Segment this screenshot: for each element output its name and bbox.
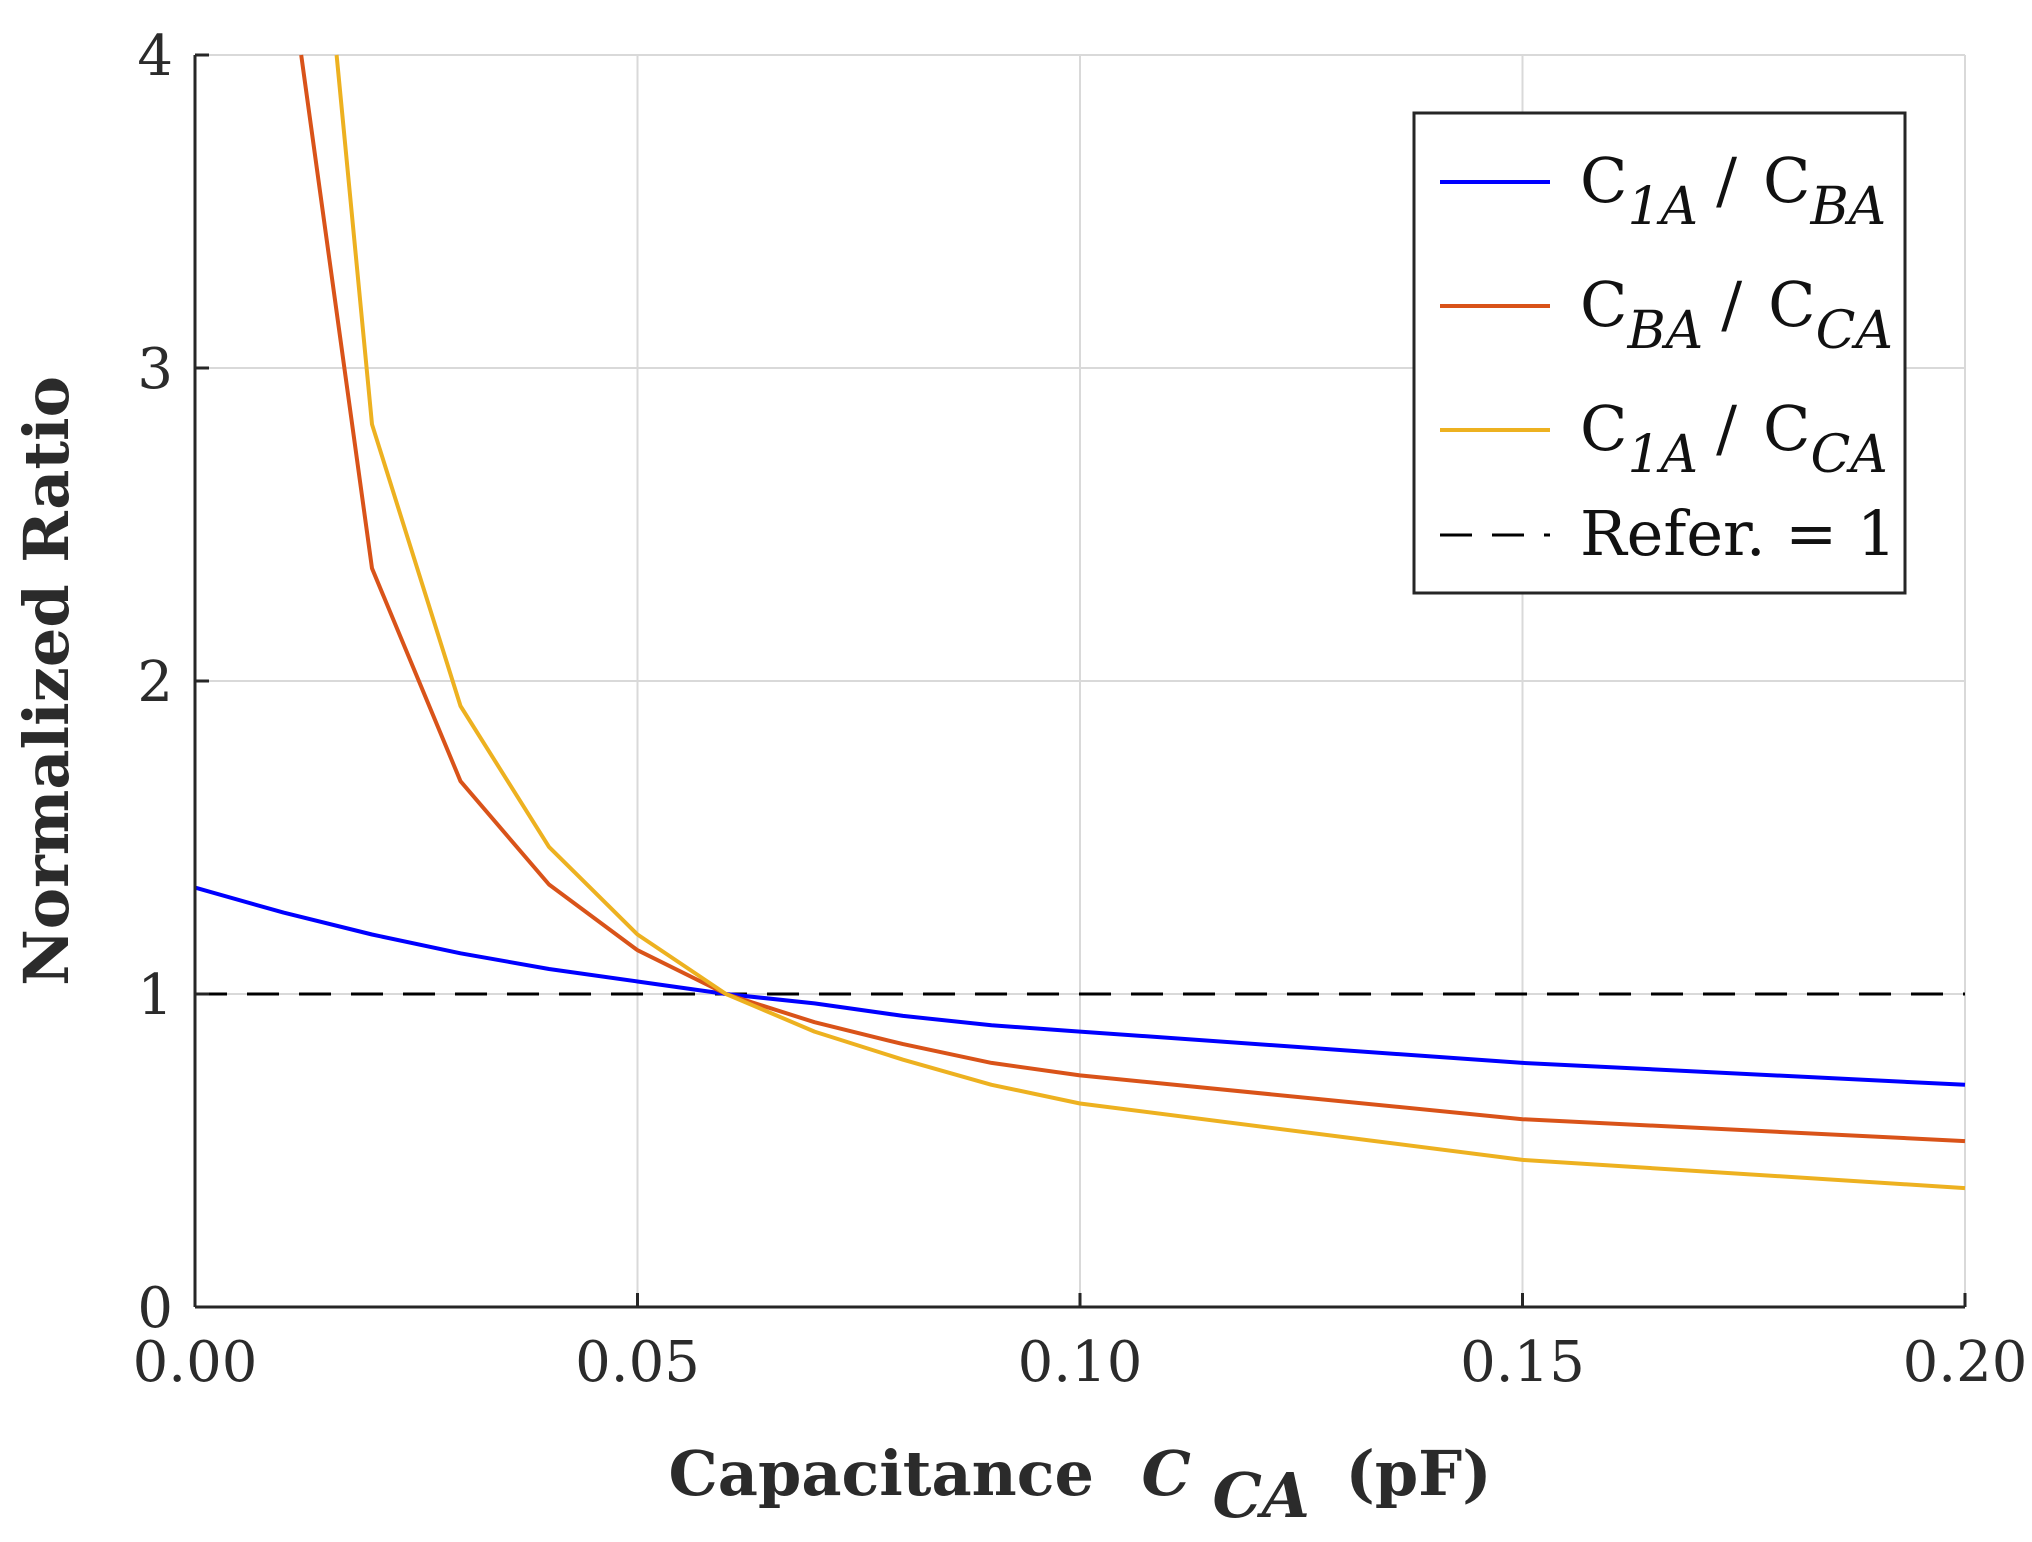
legend-label: C1A / CBA bbox=[1580, 144, 1886, 237]
y-tick-label: 1 bbox=[137, 963, 173, 1028]
x-tick-label: 0.20 bbox=[1903, 1330, 2028, 1395]
x-tick-label: 0.00 bbox=[133, 1330, 258, 1395]
y-tick-label: 3 bbox=[137, 337, 173, 402]
series-line bbox=[299, 54, 1966, 1144]
x-tick-label: 0.10 bbox=[1018, 1330, 1143, 1395]
series-group bbox=[194, 54, 1966, 1191]
ticks: 0.00 0.05 0.10 0.15 0.20 0 1 2 3 4 bbox=[133, 24, 2028, 1395]
x-tick-label: 0.05 bbox=[575, 1330, 700, 1395]
x-axis-title-suffix: (pF) bbox=[1345, 1437, 1491, 1510]
x-axis-title-prefix: Capacitance bbox=[668, 1437, 1093, 1510]
x-axis-title-symbol: C bbox=[1141, 1437, 1190, 1510]
x-axis-title-subscript: CA bbox=[1212, 1459, 1309, 1532]
x-axis-title: Capacitance C CA (pF) bbox=[668, 1437, 1491, 1532]
series-line bbox=[334, 54, 1966, 1191]
legend: C1A / CBA CBA / CCA C1A / CCA Refer. = 1 bbox=[1412, 111, 1907, 595]
legend-label: Refer. = 1 bbox=[1580, 497, 1896, 570]
y-tick-label: 4 bbox=[137, 24, 173, 89]
legend-box bbox=[1412, 111, 1907, 595]
y-tick-label: 2 bbox=[137, 650, 173, 715]
y-axis-title: Normalized Ratio bbox=[10, 376, 83, 986]
legend-label: C1A / CCA bbox=[1580, 392, 1888, 485]
y-tick-label: 0 bbox=[137, 1276, 173, 1341]
legend-label: CBA / CCA bbox=[1580, 268, 1893, 361]
x-tick-label: 0.15 bbox=[1460, 1330, 1585, 1395]
